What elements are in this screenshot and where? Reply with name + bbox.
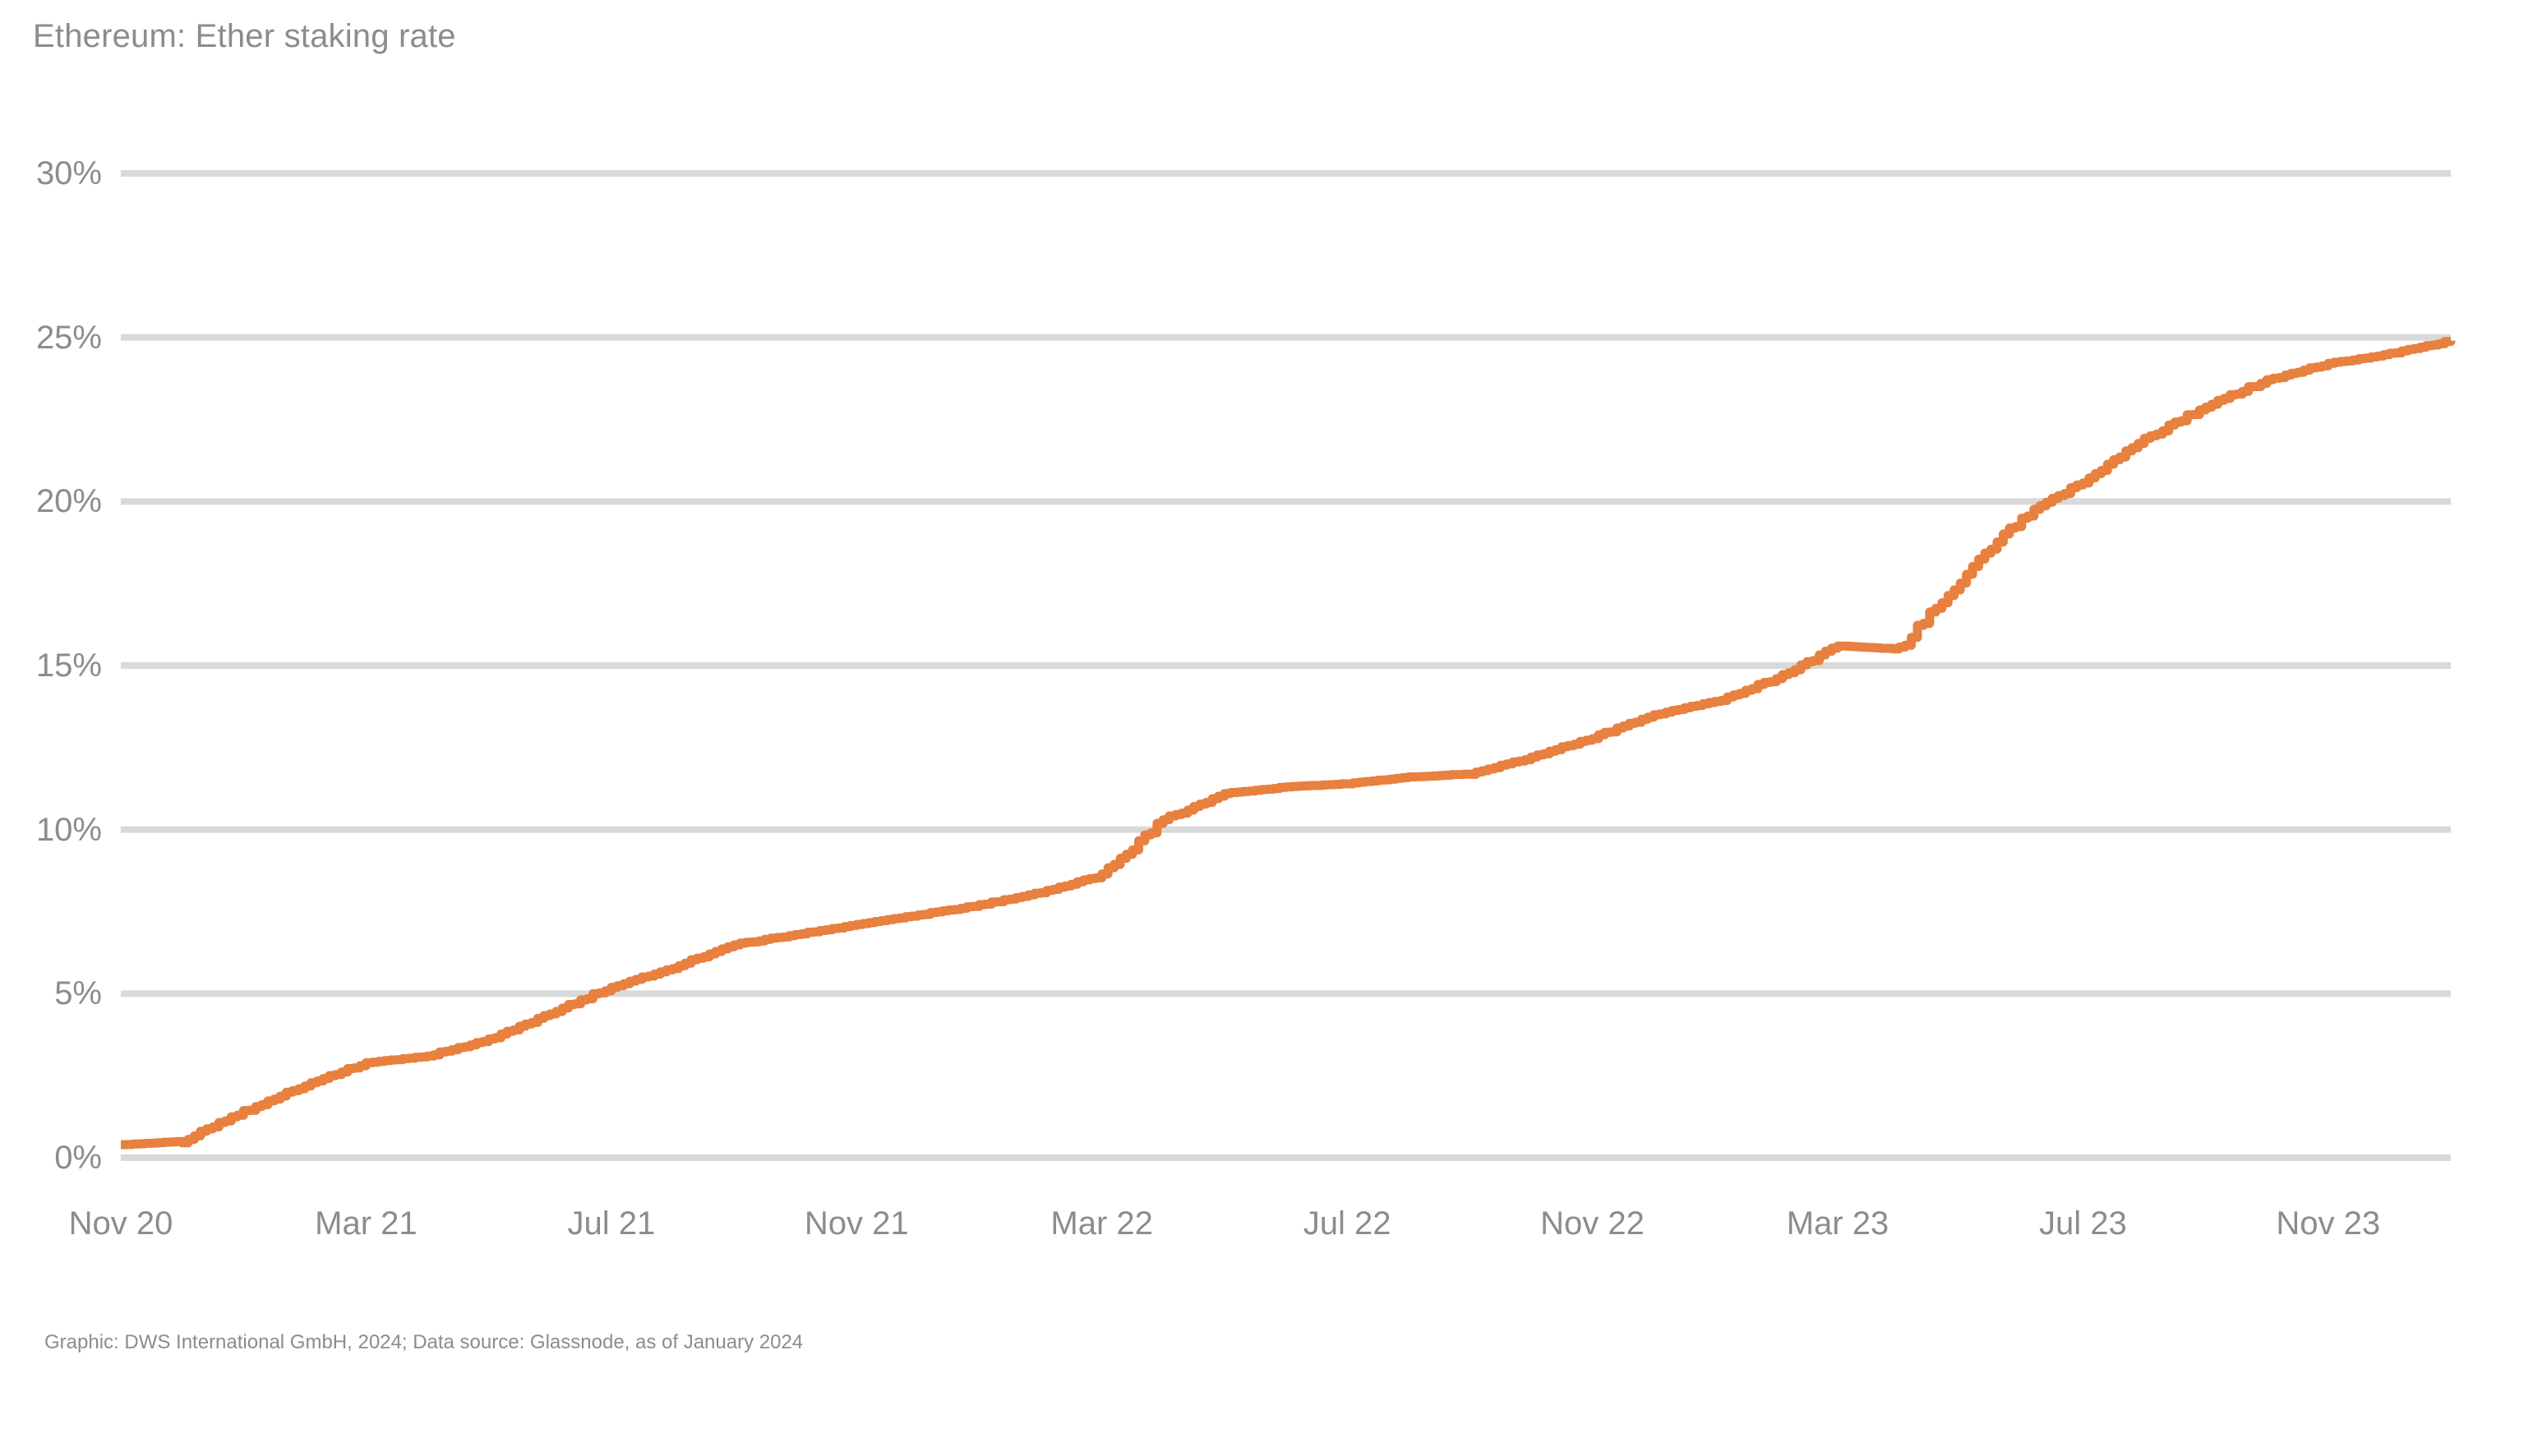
x-tick-label: Nov 20 [68,1205,173,1242]
y-tick-label: 30% [35,155,102,191]
y-tick-label: 10% [35,811,102,848]
y-tick-label: 0% [54,1140,102,1176]
gridline [121,498,2451,505]
page-title: Ethereum: Ether staking rate [33,18,456,54]
y-axis: 0% 5% 10% 15% 20% 25% 30% [0,0,102,1456]
gridline [121,170,2451,177]
gridlines [121,170,2451,1161]
x-tick-label: Jul 21 [567,1205,656,1242]
gridline [121,990,2451,998]
x-tick-label: Nov 21 [804,1205,909,1242]
x-tick-label: Mar 22 [1050,1205,1153,1242]
y-tick-label: 25% [35,319,102,356]
x-tick-label: Jul 22 [1303,1205,1391,1242]
y-tick-label: 15% [35,647,102,684]
gridline [121,334,2451,341]
x-tick-label: Nov 22 [1540,1205,1645,1242]
y-tick-label: 5% [54,975,102,1012]
y-tick-label: 20% [35,483,102,520]
gridline [121,662,2451,669]
x-tick-label: Jul 23 [2038,1205,2127,1242]
data-line [121,337,2456,1150]
x-tick-label: Mar 23 [1786,1205,1890,1242]
gridline [121,826,2451,833]
gridline [121,1154,2451,1161]
plot-area [121,170,2456,1161]
x-tick-label: Nov 23 [2276,1205,2381,1242]
source-footnote: Graphic: DWS International GmbH, 2024; D… [44,1331,804,1353]
x-tick-label: Mar 21 [315,1205,418,1242]
series-line-ether-staking-rate [121,337,2456,1150]
